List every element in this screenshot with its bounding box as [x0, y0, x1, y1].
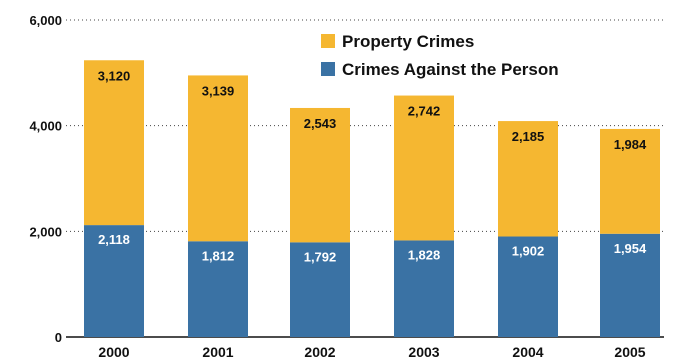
- legend-swatch-crimes-against-person: [321, 62, 335, 76]
- bar-crimes-against-person: [498, 236, 558, 337]
- data-label-property-crimes: 3,120: [98, 68, 131, 83]
- bar-property-crimes: [188, 75, 248, 242]
- x-tick-label: 2000: [98, 344, 129, 360]
- bar-crimes-against-person: [394, 240, 454, 337]
- y-tick-label: 6,000: [29, 13, 62, 28]
- legend: Property Crimes Crimes Against the Perso…: [321, 32, 559, 79]
- legend-swatch-property-crimes: [321, 34, 335, 48]
- data-label-crimes-against-person: 1,792: [304, 249, 337, 264]
- bar-crimes-against-person: [290, 242, 350, 337]
- data-label-property-crimes: 3,139: [202, 83, 235, 98]
- bar-property-crimes: [84, 60, 144, 226]
- gridlines: [66, 19, 664, 338]
- bar-crimes-against-person: [600, 233, 660, 337]
- bar-crimes-against-person: [188, 241, 248, 337]
- y-tick-label: 0: [55, 330, 62, 345]
- y-tick-label: 4,000: [29, 119, 62, 134]
- x-tick-label: 2002: [304, 344, 335, 360]
- legend-label-property-crimes: Property Crimes: [342, 32, 474, 51]
- bar-property-crimes: [394, 95, 454, 241]
- bars: 2,118 3,120 1,812 3,139 1,792 2,543 1,828 2,742…: [84, 60, 660, 337]
- data-label-crimes-against-person: 1,902: [512, 244, 545, 259]
- data-label-property-crimes: 2,185: [512, 129, 545, 144]
- bar-crimes-against-person: [84, 225, 144, 337]
- bar-property-crimes: [600, 128, 660, 234]
- data-label-crimes-against-person: 1,954: [614, 241, 647, 256]
- data-label-crimes-against-person: 1,828: [408, 247, 441, 262]
- x-tick-label: 2005: [614, 344, 645, 360]
- data-label-crimes-against-person: 2,118: [98, 232, 130, 247]
- data-label-property-crimes: 1,984: [614, 137, 647, 152]
- data-label-property-crimes: 2,742: [408, 104, 441, 119]
- bar-property-crimes: [290, 107, 350, 243]
- data-label-property-crimes: 2,543: [304, 116, 337, 131]
- data-label-crimes-against-person: 1,812: [202, 248, 235, 263]
- x-tick-label: 2003: [408, 344, 439, 360]
- bar-property-crimes: [498, 121, 558, 237]
- y-tick-label: 2,000: [29, 224, 62, 239]
- x-axis-ticks: 2000 2001 2002 2003 2004 2005: [98, 344, 645, 360]
- y-axis-ticks: 0 2,000 4,000 6,000: [29, 13, 62, 345]
- legend-label-crimes-against-person: Crimes Against the Person: [342, 60, 559, 79]
- x-tick-label: 2001: [202, 344, 233, 360]
- x-tick-label: 2004: [512, 344, 543, 360]
